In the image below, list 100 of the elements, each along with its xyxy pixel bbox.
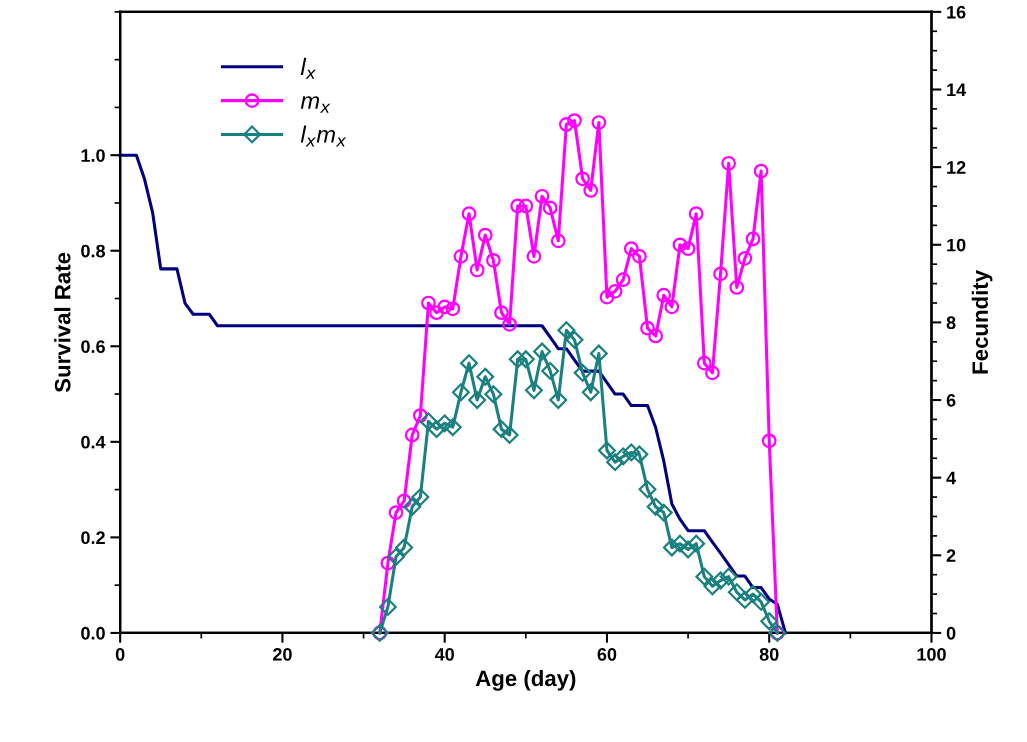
point xyxy=(524,381,543,400)
y2-tick-label: 4 xyxy=(946,471,957,485)
point xyxy=(534,188,550,204)
point xyxy=(711,571,730,590)
point xyxy=(443,418,462,437)
point xyxy=(492,420,511,439)
point xyxy=(721,155,737,171)
y2-tick-label: 14 xyxy=(947,83,967,97)
point xyxy=(395,538,414,557)
point xyxy=(735,590,754,609)
y2-tick-label: 10 xyxy=(947,238,966,252)
point xyxy=(727,583,746,602)
point xyxy=(575,171,590,187)
point xyxy=(427,420,446,439)
point xyxy=(451,383,470,402)
y2-axis-title: Fecundity xyxy=(971,270,993,374)
point xyxy=(518,198,534,214)
point xyxy=(696,355,712,371)
point xyxy=(607,283,623,299)
point xyxy=(581,383,600,402)
point xyxy=(516,350,535,369)
point xyxy=(614,447,633,466)
point xyxy=(679,540,698,559)
y-tick-label: 0.0 xyxy=(81,626,105,640)
point xyxy=(737,250,753,266)
y-tick-label: 1.0 xyxy=(81,149,105,162)
legend-label: m$_{x}$ xyxy=(300,96,331,113)
point xyxy=(623,241,639,257)
y2-tick-label: 2 xyxy=(946,549,956,562)
y2-tick-label: 6 xyxy=(946,393,956,407)
point xyxy=(508,350,527,369)
y-tick-label: 0.8 xyxy=(81,244,106,258)
point xyxy=(573,363,592,382)
x-tick-label: 60 xyxy=(597,647,617,661)
point xyxy=(484,385,503,404)
point xyxy=(662,538,681,557)
point xyxy=(494,305,509,321)
point xyxy=(744,585,762,604)
point xyxy=(549,391,568,409)
point xyxy=(468,391,487,409)
y2-tick-label: 0 xyxy=(946,626,956,640)
legend-label: l$_{x}$m$_{x}$ xyxy=(300,125,347,147)
point xyxy=(583,183,599,198)
point xyxy=(557,321,576,340)
point xyxy=(510,198,526,214)
point xyxy=(705,365,720,381)
y-tick-label: 0.6 xyxy=(81,340,105,354)
y2-tick-label: 12 xyxy=(947,161,966,174)
point xyxy=(453,249,469,264)
x-axis-title: Age (day) xyxy=(475,669,576,691)
point xyxy=(597,441,616,460)
x-tick-label: 80 xyxy=(759,647,779,661)
point xyxy=(403,497,422,516)
x-tick-label: 0 xyxy=(115,647,125,661)
point xyxy=(695,567,714,586)
point xyxy=(502,316,517,332)
point xyxy=(435,414,454,433)
point xyxy=(640,320,655,336)
point xyxy=(526,249,542,264)
point xyxy=(419,412,438,431)
point xyxy=(646,497,665,516)
point xyxy=(671,534,689,553)
point xyxy=(477,227,493,243)
point xyxy=(761,433,777,449)
point xyxy=(688,206,704,222)
x-tick-label: 40 xyxy=(434,647,454,661)
point xyxy=(429,305,444,321)
point xyxy=(591,115,607,130)
point xyxy=(606,453,625,472)
point xyxy=(461,206,477,222)
point xyxy=(729,280,745,295)
point xyxy=(533,342,552,361)
point xyxy=(380,555,396,571)
point xyxy=(565,330,584,349)
point xyxy=(500,426,519,444)
point xyxy=(421,295,436,311)
point xyxy=(713,266,728,282)
y2-tick-label: 16 xyxy=(947,5,966,19)
point xyxy=(719,567,738,586)
point xyxy=(476,367,495,386)
point xyxy=(656,287,672,303)
point xyxy=(638,480,657,499)
point xyxy=(760,612,779,631)
point xyxy=(567,113,582,128)
point xyxy=(664,299,680,315)
point xyxy=(632,249,647,264)
point xyxy=(486,252,501,268)
point xyxy=(648,328,663,344)
point xyxy=(469,262,485,278)
point xyxy=(703,577,722,596)
point xyxy=(559,117,574,132)
point xyxy=(654,503,673,522)
x-tick-label: 20 xyxy=(273,647,292,661)
y2-tick-label: 8 xyxy=(946,316,956,330)
point xyxy=(412,408,428,423)
point xyxy=(753,163,769,179)
point xyxy=(396,493,412,509)
point xyxy=(630,445,649,464)
legend-label: l$_{x}$ xyxy=(300,57,316,79)
point xyxy=(589,344,608,363)
